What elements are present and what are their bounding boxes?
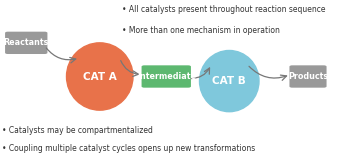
Text: CAT A: CAT A — [83, 71, 117, 82]
Ellipse shape — [199, 50, 259, 112]
Text: • Coupling multiple catalyst cycles opens up new transformations: • Coupling multiple catalyst cycles open… — [2, 144, 255, 153]
Text: CAT B: CAT B — [212, 76, 246, 86]
FancyBboxPatch shape — [289, 65, 327, 88]
FancyBboxPatch shape — [141, 65, 191, 88]
Text: Reactants: Reactants — [4, 38, 49, 47]
Text: • All catalysts present throughout reaction sequence: • All catalysts present throughout react… — [122, 5, 326, 14]
Text: • Catalysts may be compartmentalized: • Catalysts may be compartmentalized — [2, 126, 153, 135]
Text: Products: Products — [288, 72, 328, 81]
Ellipse shape — [66, 43, 133, 110]
Text: Intermediate: Intermediate — [137, 72, 196, 81]
Text: • More than one mechanism in operation: • More than one mechanism in operation — [122, 26, 280, 35]
FancyBboxPatch shape — [5, 32, 48, 54]
